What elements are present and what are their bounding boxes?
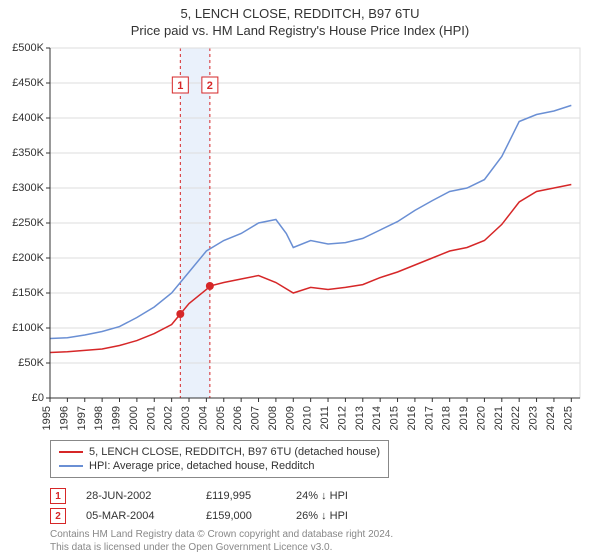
svg-text:2018: 2018: [441, 406, 453, 430]
svg-text:2022: 2022: [510, 406, 522, 430]
chart-title: 5, LENCH CLOSE, REDDITCH, B97 6TU: [0, 0, 600, 21]
svg-text:£500K: £500K: [12, 42, 44, 54]
legend-label: HPI: Average price, detached house, Redd…: [89, 460, 314, 472]
legend: 5, LENCH CLOSE, REDDITCH, B97 6TU (detac…: [50, 440, 389, 478]
svg-text:2016: 2016: [406, 406, 418, 430]
svg-text:£0: £0: [32, 392, 44, 404]
svg-text:2003: 2003: [180, 406, 192, 430]
svg-text:£150K: £150K: [12, 287, 44, 299]
svg-text:2010: 2010: [302, 406, 314, 430]
svg-text:1: 1: [177, 80, 183, 92]
svg-text:£100K: £100K: [12, 322, 44, 334]
svg-text:2004: 2004: [197, 406, 209, 430]
svg-text:2017: 2017: [423, 406, 435, 430]
svg-text:2009: 2009: [284, 406, 296, 430]
svg-text:2008: 2008: [267, 406, 279, 430]
transaction-row: 1 28-JUN-2002 £119,995 24% ↓ HPI: [50, 486, 376, 506]
svg-text:2024: 2024: [545, 406, 557, 430]
svg-text:£400K: £400K: [12, 112, 44, 124]
transaction-diff: 24% ↓ HPI: [296, 490, 376, 502]
legend-item: HPI: Average price, detached house, Redd…: [59, 459, 380, 473]
attribution-line1: Contains HM Land Registry data © Crown c…: [50, 528, 393, 541]
svg-text:2025: 2025: [562, 406, 574, 430]
svg-text:1999: 1999: [111, 406, 123, 430]
svg-text:2021: 2021: [493, 406, 505, 430]
svg-text:2001: 2001: [145, 406, 157, 430]
svg-text:£50K: £50K: [18, 357, 44, 369]
svg-text:2015: 2015: [389, 406, 401, 430]
transaction-price: £159,000: [206, 510, 276, 522]
svg-text:2011: 2011: [319, 406, 331, 430]
svg-text:2014: 2014: [371, 406, 383, 430]
svg-text:£450K: £450K: [12, 77, 44, 89]
transaction-diff: 26% ↓ HPI: [296, 510, 376, 522]
legend-item: 5, LENCH CLOSE, REDDITCH, B97 6TU (detac…: [59, 445, 380, 459]
svg-text:2020: 2020: [475, 406, 487, 430]
legend-swatch: [59, 465, 83, 467]
svg-text:2013: 2013: [354, 406, 366, 430]
transaction-row: 2 05-MAR-2004 £159,000 26% ↓ HPI: [50, 506, 376, 526]
svg-text:2: 2: [207, 80, 213, 92]
svg-text:2000: 2000: [128, 406, 140, 430]
legend-label: 5, LENCH CLOSE, REDDITCH, B97 6TU (detac…: [89, 446, 380, 458]
svg-text:£300K: £300K: [12, 182, 44, 194]
svg-text:£200K: £200K: [12, 252, 44, 264]
svg-text:2002: 2002: [163, 406, 175, 430]
transaction-price: £119,995: [206, 490, 276, 502]
svg-text:£250K: £250K: [12, 217, 44, 229]
svg-text:2012: 2012: [336, 406, 348, 430]
chart-container: 5, LENCH CLOSE, REDDITCH, B97 6TU Price …: [0, 0, 600, 560]
svg-text:2007: 2007: [250, 406, 262, 430]
svg-text:2019: 2019: [458, 406, 470, 430]
transaction-date: 05-MAR-2004: [86, 510, 186, 522]
attribution-line2: This data is licensed under the Open Gov…: [50, 541, 393, 554]
svg-text:1998: 1998: [93, 406, 105, 430]
svg-text:1996: 1996: [58, 406, 70, 430]
legend-swatch: [59, 451, 83, 453]
transaction-table: 1 28-JUN-2002 £119,995 24% ↓ HPI 2 05-MAR-200…: [50, 486, 376, 526]
svg-text:£350K: £350K: [12, 147, 44, 159]
chart-subtitle: Price paid vs. HM Land Registry's House …: [0, 21, 600, 38]
transaction-marker: 1: [50, 488, 66, 504]
svg-text:1997: 1997: [76, 406, 88, 430]
transaction-date: 28-JUN-2002: [86, 490, 186, 502]
svg-text:1995: 1995: [41, 406, 53, 430]
svg-text:2005: 2005: [215, 406, 227, 430]
svg-text:2023: 2023: [528, 406, 540, 430]
chart-plot-area: 12£0£50K£100K£150K£200K£250K£300K£350K£4…: [50, 48, 580, 398]
transaction-marker: 2: [50, 508, 66, 524]
svg-text:2006: 2006: [232, 406, 244, 430]
attribution: Contains HM Land Registry data © Crown c…: [50, 528, 393, 554]
